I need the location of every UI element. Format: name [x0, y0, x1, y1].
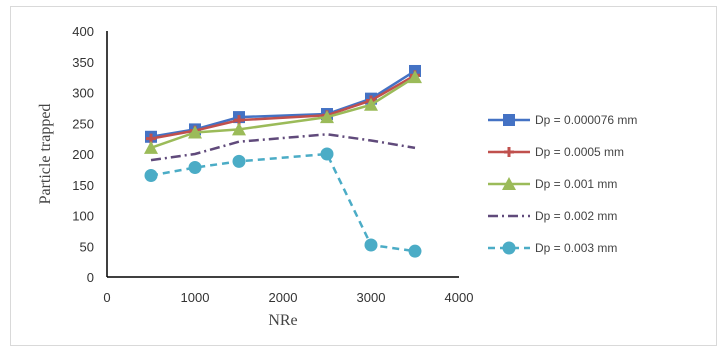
x-tick-labels: 0 1000 2000 3000 4000	[103, 290, 473, 305]
legend-item: Dp = 0.003 mm	[488, 241, 617, 255]
x-axis-title: NRe	[268, 312, 297, 329]
y-tick-label: 250	[72, 116, 94, 131]
axes	[106, 31, 459, 278]
x-tick-label: 0	[103, 290, 110, 305]
chart-frame	[10, 6, 717, 346]
y-tick-label: 300	[72, 86, 94, 101]
legend-item: Dp = 0.001 mm	[488, 177, 617, 191]
x-tick-label: 1000	[181, 290, 210, 305]
data-point	[320, 110, 334, 124]
series-line	[150, 74, 416, 140]
y-tick-label: 400	[72, 24, 94, 39]
y-tick-label: 100	[72, 209, 94, 224]
legend-item: Dp = 0.002 mm	[488, 209, 617, 223]
legend-marker	[504, 147, 514, 157]
x-tick-label: 4000	[445, 290, 474, 305]
data-point	[232, 154, 246, 168]
y-tick-labels: 0 50 100 150 200 250 300 350 400	[72, 24, 94, 285]
legend-label: Dp = 0.002 mm	[535, 209, 617, 223]
legend-label: Dp = 0.0005 mm	[535, 145, 624, 159]
plot-area	[144, 64, 422, 258]
series-2	[146, 70, 420, 144]
series-4	[150, 133, 416, 162]
data-point	[364, 238, 378, 252]
data-point	[408, 70, 422, 84]
legend-marker	[503, 114, 515, 126]
legend-item: Dp = 0.0005 mm	[488, 145, 624, 159]
data-point	[232, 122, 246, 136]
data-point	[188, 125, 202, 139]
y-tick-label: 150	[72, 178, 94, 193]
data-point	[408, 244, 422, 258]
legend-marker	[502, 241, 516, 255]
data-point	[144, 140, 158, 154]
x-tick-label: 2000	[269, 290, 298, 305]
series-5	[144, 147, 422, 258]
legend-label: Dp = 0.003 mm	[535, 241, 617, 255]
y-axis-title: Particle trapped	[37, 104, 54, 205]
y-tick-label: 50	[80, 239, 94, 254]
y-tick-label: 350	[72, 55, 94, 70]
legend: Dp = 0.000076 mm Dp = 0.0005 mm Dp = 0.001…	[488, 113, 637, 255]
series-line	[150, 69, 416, 139]
series-line	[150, 152, 416, 253]
series-line	[150, 133, 416, 162]
data-point	[364, 97, 378, 111]
y-tick-label: 200	[72, 147, 94, 162]
y-tick-label: 0	[87, 270, 94, 285]
series-3	[144, 70, 422, 154]
series-line	[150, 76, 416, 150]
data-point	[188, 161, 202, 175]
legend-marker	[502, 177, 516, 190]
data-point	[144, 169, 158, 183]
legend-label: Dp = 0.000076 mm	[535, 113, 637, 127]
legend-item: Dp = 0.000076 mm	[488, 113, 637, 127]
data-point	[320, 147, 334, 161]
x-tick-label: 3000	[357, 290, 386, 305]
legend-label: Dp = 0.001 mm	[535, 177, 617, 191]
